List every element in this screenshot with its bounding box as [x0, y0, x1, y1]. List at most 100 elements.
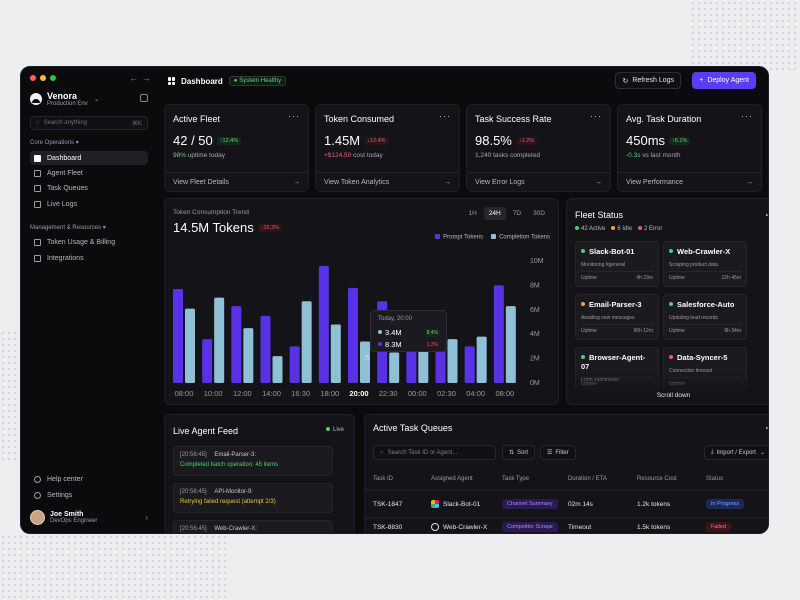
bar-completion[interactable] — [476, 336, 487, 383]
fleet-status-card: Fleet Status ⤢ 42 Active 6 Idle 2 Error … — [566, 198, 768, 405]
assigned-agent: Slack-Bot-01 — [431, 500, 480, 508]
close-dot[interactable] — [30, 75, 36, 81]
sidebar-item-live-logs[interactable]: Live Logs — [30, 197, 148, 211]
bar-prompt[interactable] — [231, 306, 242, 383]
bar-completion[interactable] — [330, 324, 341, 383]
more-icon[interactable]: ··· — [439, 111, 451, 121]
feed-meta: [20:56:45] Email-Parser-3: — [180, 452, 257, 458]
agent-name: Slack-Bot-01 — [581, 247, 653, 256]
agent-card[interactable]: Email-Parser-3 Awaiting new messages Uptim… — [575, 294, 659, 340]
task-search-input[interactable]: ○ Search Task ID or Agent... — [373, 445, 496, 460]
kpi-footer-link[interactable]: View Token Analytics → — [316, 172, 459, 191]
minimize-dot[interactable] — [40, 75, 46, 81]
bar-completion[interactable] — [360, 341, 370, 383]
legend-completion: Completion Tokens — [491, 234, 550, 241]
bar-prompt[interactable] — [493, 285, 504, 383]
table-row[interactable]: TSK-8830 Web-Crawler-X Competitor Scrape Ti… — [365, 518, 768, 533]
legend-prompt: Prompt Tokens — [435, 234, 483, 241]
bar-prompt[interactable] — [318, 265, 329, 383]
kpi-title: Token Consumed — [324, 114, 395, 124]
kpi-delta: ↑5.1% — [669, 137, 691, 145]
bar-prompt[interactable] — [202, 339, 213, 383]
bar-prompt[interactable] — [260, 315, 271, 383]
sort-button[interactable]: ⇅ Sort — [502, 445, 536, 460]
search-icon: ○ — [36, 120, 40, 126]
cursor-pointer-icon: ☝ — [364, 352, 370, 362]
sidebar-search-input[interactable]: ○ Search anything ⌘K — [30, 116, 148, 130]
agent-card[interactable]: Slack-Bot-01 Monitoring #general Uptime 4h … — [575, 241, 659, 287]
sidebar-item-task-queues[interactable]: Task Queues — [30, 181, 148, 195]
bar-completion[interactable] — [272, 356, 283, 383]
sidebar-toggle-icon[interactable] — [140, 94, 148, 102]
more-icon[interactable]: ··· — [288, 111, 300, 121]
window-controls — [30, 75, 146, 81]
avatar — [30, 510, 45, 525]
sort-icon: ⇅ — [509, 450, 515, 456]
chevron-down-icon: ▾ — [75, 140, 79, 146]
kpi-card: Avg. Task Duration ··· 450ms ↑5.1% -0.3s vs … — [617, 104, 762, 192]
brand-switcher[interactable]: Venora Production Env ⌄ — [30, 91, 148, 107]
history-arrows[interactable]: ←→ — [129, 73, 155, 83]
kpi-footer-link[interactable]: View Error Logs → — [467, 172, 610, 191]
tab-range-24h[interactable]: 24H — [483, 207, 506, 220]
agent-desc: Monitoring #general — [581, 262, 626, 268]
bar-prompt[interactable] — [435, 350, 446, 383]
maximize-dot[interactable] — [50, 75, 56, 81]
agent-card[interactable]: Web-Crawler-X Scraping product data Uptime… — [663, 241, 747, 287]
kpi-footer-link[interactable]: View Performance → — [618, 172, 761, 191]
bar-completion[interactable] — [214, 297, 225, 383]
x-tick-label: 02:30 — [437, 389, 456, 398]
sidebar-item-token-usage[interactable]: Token Usage & Billing — [30, 235, 148, 249]
tab-range-7d[interactable]: 7D — [512, 210, 522, 217]
expand-icon[interactable]: ⤢ — [766, 422, 768, 432]
x-tick-label: 10:00 — [204, 389, 223, 398]
grid-icon — [34, 154, 41, 162]
bar-prompt[interactable] — [348, 287, 358, 383]
agent-desc: Connection timeout — [669, 368, 713, 374]
y-tick-label: 2M — [530, 356, 540, 363]
topbar: Dashboard ● System Healthy ↻ Refresh Log… — [155, 67, 768, 95]
tab-range-30d[interactable]: 30D — [533, 210, 545, 217]
kpi-footer-link[interactable]: View Fleet Details → — [165, 172, 308, 191]
bar-completion[interactable] — [505, 306, 516, 383]
refresh-logs-button[interactable]: ↻ Refresh Logs — [615, 72, 681, 89]
bar-completion[interactable] — [389, 352, 400, 384]
import-export-button[interactable]: ⤓ Import / Export ⌄ — [703, 445, 768, 460]
brand-logo — [30, 93, 42, 105]
bar-prompt[interactable] — [289, 346, 300, 383]
bar-completion[interactable] — [243, 328, 254, 383]
agent-name: Data-Syncer-5 — [669, 353, 741, 362]
kpi-card: Active Fleet ··· 42 / 50 ↑12.4% 98% uptime t… — [164, 104, 309, 192]
download-icon: ⤓ — [710, 449, 714, 455]
more-icon[interactable]: ··· — [741, 111, 753, 121]
y-tick-label: 4M — [530, 331, 540, 338]
filter-button[interactable]: ☰ Filter — [540, 445, 576, 460]
table-row[interactable]: TSK-1847 Slack-Bot-01 Channel Summary 02m 1… — [365, 495, 768, 517]
divider — [365, 490, 768, 491]
bar-completion[interactable] — [301, 301, 312, 383]
x-tick-label: 04:00 — [466, 389, 485, 398]
bar-completion[interactable] — [447, 339, 458, 383]
sidebar-item-integrations[interactable]: Integrations — [30, 251, 148, 265]
user-menu[interactable]: Joe Smith DevOps Engineer › — [30, 510, 148, 525]
tab-range-1h[interactable]: 1H — [468, 210, 477, 217]
user-name: Joe Smith — [50, 511, 84, 518]
scroll-down-hint[interactable]: Scroll down — [567, 372, 768, 404]
sidebar-item-dashboard[interactable]: Dashboard — [30, 151, 148, 165]
bar-prompt[interactable] — [464, 346, 475, 383]
sidebar-item-help-center[interactable]: Help center — [30, 472, 148, 486]
grid-icon — [168, 77, 176, 85]
time-range-tabs: 1H 24H 7D 30D — [464, 207, 551, 220]
bar-prompt[interactable] — [173, 289, 183, 383]
status-dot — [669, 302, 673, 306]
sidebar-item-label: Integrations — [47, 254, 84, 262]
section-management[interactable]: Management & Resources ▾ — [30, 225, 106, 231]
more-icon[interactable]: ··· — [590, 111, 602, 121]
bar-completion[interactable] — [185, 308, 195, 383]
expand-icon[interactable]: ⤢ — [766, 209, 768, 219]
sidebar-item-agent-fleet[interactable]: Agent Fleet — [30, 166, 148, 180]
sidebar-item-settings[interactable]: Settings — [30, 488, 148, 502]
deploy-agent-button[interactable]: + Deploy Agent — [692, 72, 756, 89]
agent-card[interactable]: Salesforce-Auto Updating lead records Upti… — [663, 294, 747, 340]
section-core-operations[interactable]: Core Operations ▾ — [30, 140, 79, 146]
